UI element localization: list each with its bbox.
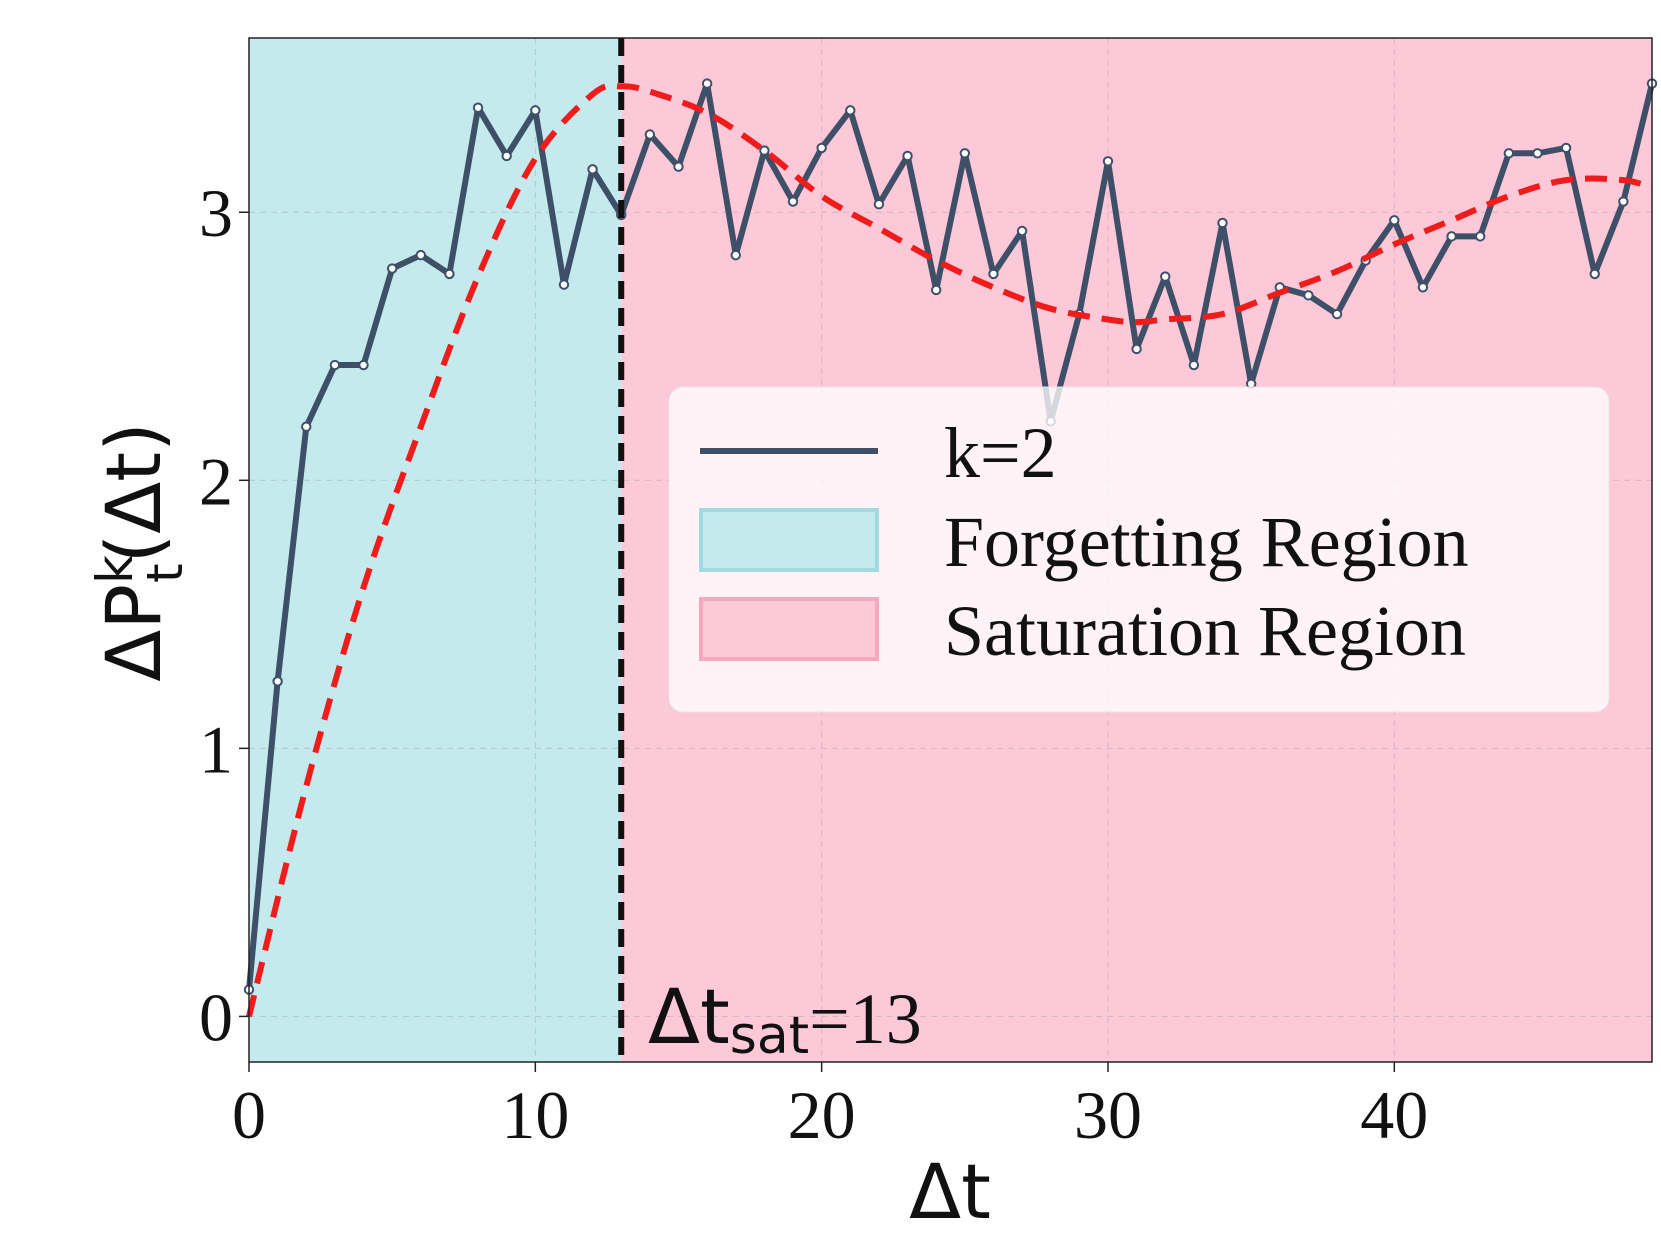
- region-forgetting-region: [249, 38, 622, 1062]
- y-axis-title-sub: t: [136, 563, 194, 583]
- series-point: [301, 421, 312, 432]
- threshold-annotation: Δtsat=13: [648, 972, 922, 1066]
- series-point: [759, 145, 770, 156]
- series-point: [272, 676, 283, 687]
- series-point: [386, 263, 398, 274]
- series-point: [845, 105, 856, 116]
- series-point: [1331, 308, 1343, 320]
- series-point: [816, 142, 827, 154]
- series-point: [1618, 196, 1629, 207]
- series-point: [1389, 215, 1400, 226]
- x-tick-label: 40: [1360, 1077, 1428, 1153]
- series-point: [530, 105, 541, 116]
- x-tick-label: 10: [501, 1077, 569, 1153]
- series-point: [1188, 359, 1200, 371]
- series-point: [444, 268, 455, 280]
- series-line-k2: [246, 80, 1655, 990]
- series-point: [673, 161, 684, 172]
- y-axis-title-arg: (Δt): [89, 422, 178, 563]
- legend-label: Forgetting Region: [944, 502, 1469, 582]
- series-point: [930, 284, 942, 296]
- threshold-annotation-base: Δt: [648, 972, 730, 1061]
- series-point: [1417, 282, 1429, 293]
- series-point: [472, 102, 484, 113]
- series-point: [1217, 217, 1228, 229]
- y-tick-label: 2: [199, 443, 233, 519]
- series-point: [873, 198, 885, 210]
- y-axis-title-base: ΔP: [89, 584, 178, 682]
- series-point: [501, 150, 512, 162]
- series-point: [1303, 290, 1314, 301]
- legend-swatch-patch: [699, 597, 879, 661]
- fit-curve-layer: [246, 82, 1653, 1018]
- y-tick-label: 0: [199, 979, 233, 1055]
- plot-frame: [248, 37, 1653, 1063]
- series-point: [1589, 268, 1600, 280]
- series-layer: [243, 78, 1658, 995]
- threshold-annotation-sub: sat: [730, 1006, 809, 1066]
- x-axis-title: Δt: [909, 1147, 991, 1236]
- x-tick-label: 30: [1074, 1077, 1142, 1153]
- series-point: [644, 129, 656, 140]
- series-point: [701, 78, 713, 89]
- series-point: [415, 249, 426, 261]
- legend-label: k=2: [944, 413, 1057, 493]
- fit-curve: [246, 82, 1653, 1018]
- series-point: [988, 268, 999, 280]
- legend-label: Saturation Region: [944, 591, 1466, 671]
- series-point: [1131, 343, 1142, 355]
- legend: k=2 Forgetting Region Saturation Region: [668, 386, 1610, 713]
- legend-swatch-patch: [699, 508, 879, 572]
- series-point: [1446, 231, 1457, 242]
- threshold-annotation-value: =13: [809, 979, 922, 1059]
- series-point: [329, 359, 341, 371]
- series-point: [730, 249, 741, 261]
- series-point: [558, 279, 570, 290]
- series-point: [1102, 156, 1114, 167]
- series-point: [959, 148, 971, 159]
- x-tick-label: 20: [788, 1077, 856, 1153]
- y-tick-label: 3: [199, 175, 233, 251]
- series-point: [1503, 148, 1515, 159]
- y-axis-title: ΔPkt(Δt): [86, 422, 194, 682]
- series-point: [787, 196, 799, 207]
- series-point: [587, 164, 598, 175]
- series-point: [358, 359, 369, 371]
- tick-layer: 0 10 20 30 40 0 1 2 3: [199, 175, 1428, 1153]
- series-point: [1016, 225, 1028, 237]
- series-point: [1560, 142, 1572, 154]
- x-tick-label: 0: [232, 1077, 266, 1153]
- series-point: [1475, 231, 1486, 242]
- series-point: [1160, 271, 1171, 282]
- y-tick-label: 1: [199, 711, 233, 787]
- y-axis-title-sup: k: [86, 555, 144, 584]
- legend-box: [668, 386, 1610, 713]
- series-point: [902, 150, 913, 162]
- series-point: [1532, 148, 1543, 159]
